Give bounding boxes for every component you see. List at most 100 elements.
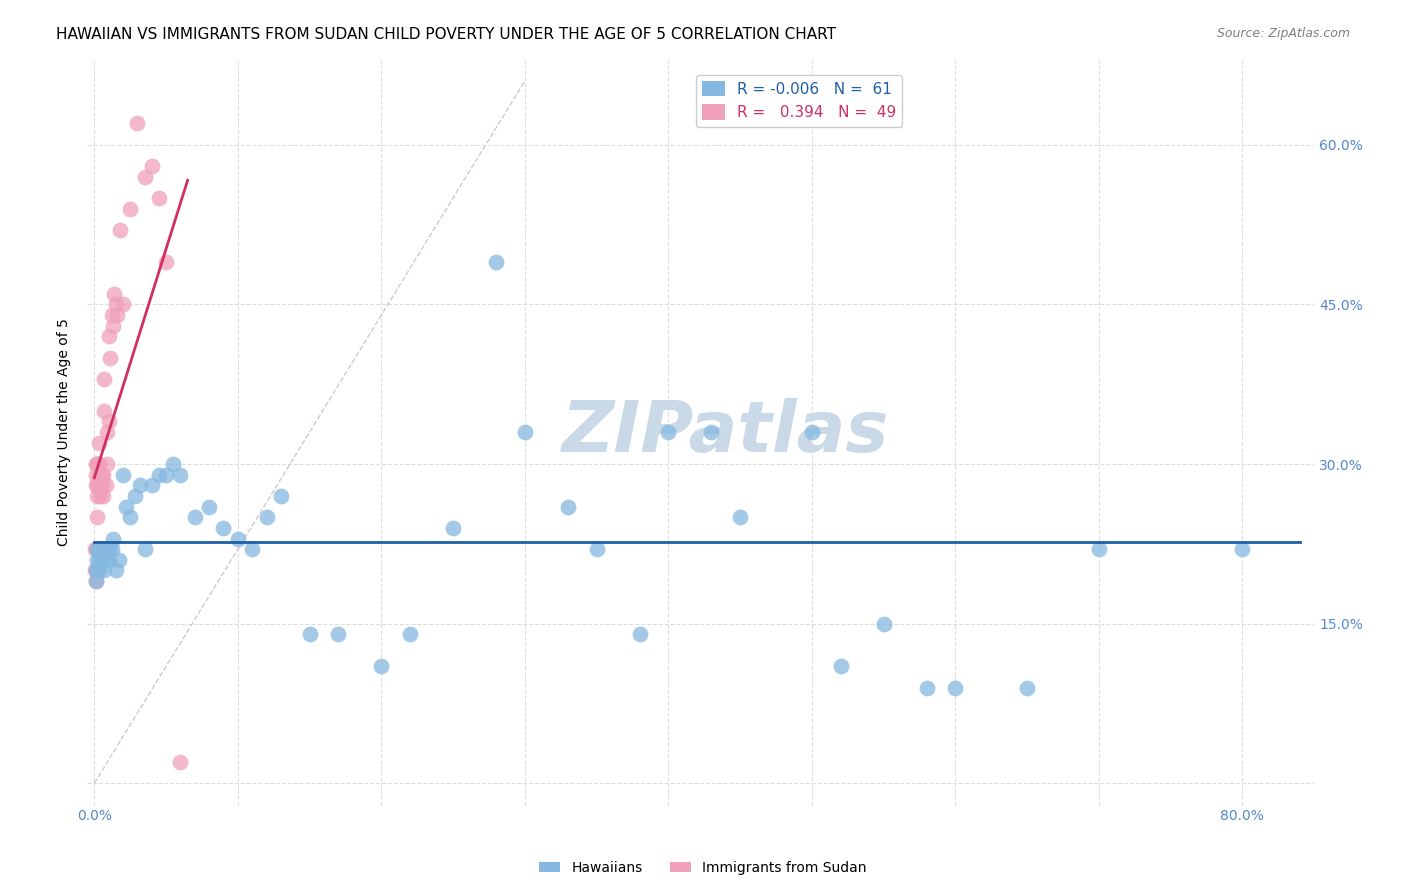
Point [87, 553, 110, 567]
Point [89, 489, 111, 503]
Point [89, 478, 111, 492]
Point [94, 542, 117, 557]
Point [162, 457, 184, 471]
Point [700, 425, 723, 439]
Point [96, 553, 118, 567]
Point [84, 564, 107, 578]
Point [86, 478, 108, 492]
Legend: R = -0.006   N =  61, R =   0.394   N =  49: R = -0.006 N = 61, R = 0.394 N = 49 [696, 75, 903, 127]
Point [86, 467, 108, 482]
Point [169, 755, 191, 769]
Point [86, 478, 108, 492]
Point [86, 542, 108, 557]
Point [98, 351, 121, 365]
Point [101, 532, 124, 546]
Point [240, 542, 263, 557]
Point [94, 542, 117, 557]
Point [148, 467, 170, 482]
Point [90, 478, 112, 492]
Point [90, 542, 112, 557]
Point [585, 542, 607, 557]
Point [513, 425, 536, 439]
Y-axis label: Child Poverty Under the Age of 5: Child Poverty Under the Age of 5 [58, 318, 72, 546]
Point [84, 564, 107, 578]
Point [91, 542, 114, 557]
Point [328, 627, 350, 641]
Point [86, 510, 108, 524]
Point [184, 510, 207, 524]
Point [915, 681, 938, 695]
Point [87, 435, 110, 450]
Point [91, 467, 114, 482]
Point [86, 564, 108, 578]
Point [94, 478, 117, 492]
Point [1017, 681, 1039, 695]
Point [107, 553, 129, 567]
Point [370, 659, 392, 673]
Text: ZIPatlas: ZIPatlas [561, 398, 889, 467]
Point [84, 574, 107, 588]
Point [97, 414, 120, 428]
Point [100, 308, 122, 322]
Point [104, 297, 127, 311]
Point [112, 467, 135, 482]
Legend: Hawaiians, Immigrants from Sudan: Hawaiians, Immigrants from Sudan [534, 855, 872, 880]
Point [800, 425, 823, 439]
Point [90, 553, 112, 567]
Point [120, 202, 142, 216]
Point [104, 564, 127, 578]
Point [105, 308, 128, 322]
Point [728, 510, 751, 524]
Point [84, 574, 107, 588]
Point [943, 681, 966, 695]
Point [557, 500, 579, 514]
Point [485, 255, 508, 269]
Text: HAWAIIAN VS IMMIGRANTS FROM SUDAN CHILD POVERTY UNDER THE AGE OF 5 CORRELATION C: HAWAIIAN VS IMMIGRANTS FROM SUDAN CHILD … [56, 27, 837, 42]
Point [155, 255, 177, 269]
Point [98, 542, 121, 557]
Point [134, 542, 156, 557]
Point [115, 500, 138, 514]
Point [169, 467, 191, 482]
Text: Source: ZipAtlas.com: Source: ZipAtlas.com [1216, 27, 1350, 40]
Point [87, 542, 110, 557]
Point [1232, 542, 1254, 557]
Point [108, 223, 131, 237]
Point [872, 616, 894, 631]
Point [256, 510, 278, 524]
Point [84, 542, 107, 557]
Point [120, 510, 142, 524]
Point [103, 286, 125, 301]
Point [141, 478, 163, 492]
Point [87, 457, 110, 471]
Point [84, 542, 107, 557]
Point [141, 159, 163, 173]
Point [87, 564, 110, 578]
Point [830, 659, 852, 673]
Point [148, 191, 170, 205]
Point [86, 457, 108, 471]
Point [90, 542, 112, 557]
Point [86, 457, 108, 471]
Point [226, 532, 249, 546]
Point [124, 489, 146, 503]
Point [1088, 542, 1111, 557]
Point [298, 627, 321, 641]
Point [155, 467, 177, 482]
Point [86, 542, 108, 557]
Point [112, 297, 135, 311]
Point [86, 553, 108, 567]
Point [91, 489, 114, 503]
Point [89, 542, 111, 557]
Point [657, 425, 679, 439]
Point [441, 521, 464, 535]
Point [89, 542, 111, 557]
Point [212, 521, 235, 535]
Point [89, 542, 111, 557]
Point [628, 627, 651, 641]
Point [96, 457, 118, 471]
Point [129, 478, 152, 492]
Point [97, 553, 120, 567]
Point [93, 404, 115, 418]
Point [87, 457, 110, 471]
